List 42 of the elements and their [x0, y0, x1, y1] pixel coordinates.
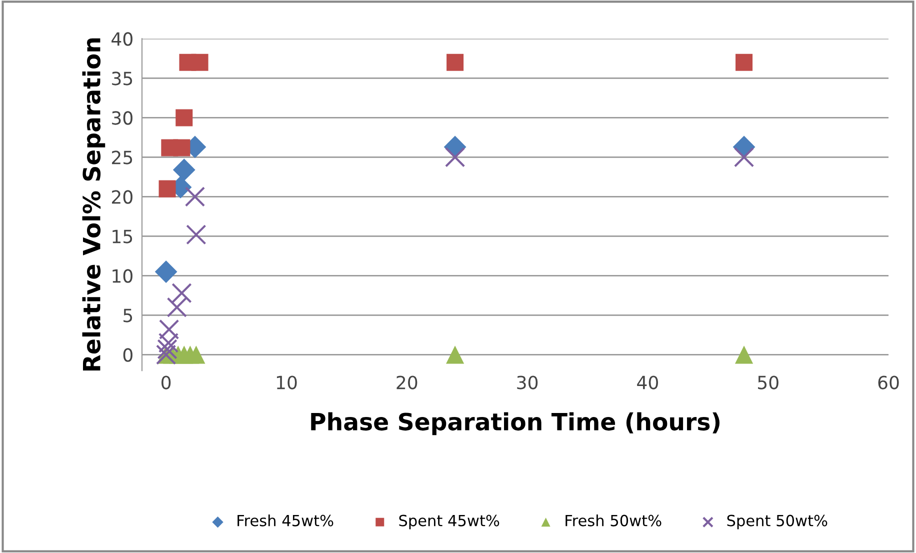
point: [176, 109, 193, 126]
point: [172, 282, 192, 304]
point: [172, 158, 196, 182]
legend-label: Fresh 50wt%: [566, 514, 662, 526]
x-tick-label: 50: [758, 376, 778, 390]
point: [158, 319, 180, 340]
legend-label: Spent 45wt%: [399, 514, 500, 530]
x-tick-label: 20: [396, 376, 418, 390]
point: [734, 346, 754, 364]
point: [734, 147, 754, 168]
point: [187, 346, 206, 364]
y-tick-label: 15: [112, 230, 132, 244]
point: [446, 346, 464, 364]
x-tick-label: 10: [276, 376, 297, 390]
point: [184, 186, 206, 207]
point: [158, 332, 179, 353]
y-tick-label: 40: [112, 32, 132, 46]
y-tick-label: 35: [112, 72, 132, 86]
point: [158, 180, 176, 198]
point: [446, 54, 464, 71]
x-tick-label: 60: [878, 376, 899, 390]
point: [736, 54, 753, 71]
x-axis-title: Phase Separation Time (hours): [311, 412, 720, 436]
x-tick-label: 40: [637, 376, 658, 390]
x-tick-label: 30: [517, 376, 538, 390]
y-tick-label: 20: [112, 190, 132, 204]
x-tick-label: 0: [162, 376, 171, 390]
point: [191, 54, 208, 71]
y-axis-title: Relative Vol% Separation: [82, 38, 106, 371]
y-tick-label: 25: [112, 150, 132, 164]
legend-label: Fresh 45wt%: [238, 514, 334, 526]
point: [186, 224, 206, 245]
point: [157, 339, 178, 360]
point: [444, 147, 466, 168]
point: [166, 297, 187, 318]
legend-label: Spent 50wt%: [727, 514, 828, 530]
point: [173, 139, 190, 156]
y-tick-label: 10: [112, 269, 132, 283]
y-tick-label: 30: [112, 111, 132, 125]
y-tick-label: 0: [123, 348, 132, 362]
point: [154, 260, 178, 283]
y-tick-label: 5: [124, 308, 132, 322]
